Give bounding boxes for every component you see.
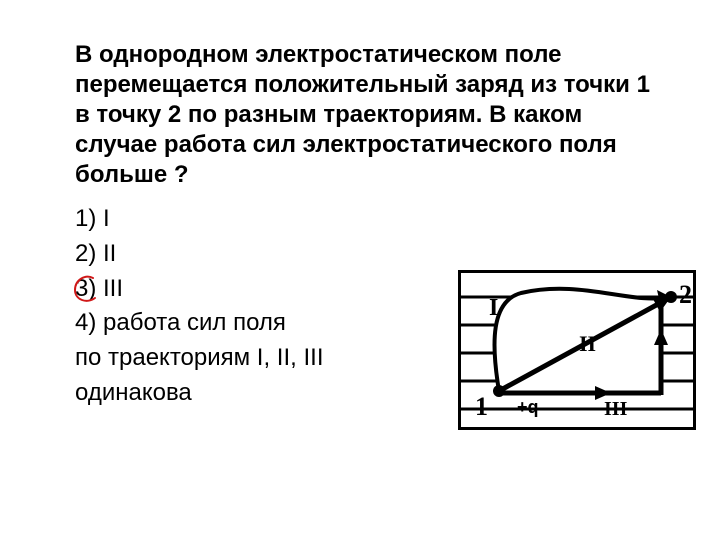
question-text: В однородном электростатическом поле пер… <box>75 40 660 190</box>
diagram-svg: I II III 1 2 +q <box>461 273 693 427</box>
slide: В однородном электростатическом поле пер… <box>0 0 720 540</box>
label-point-1: 1 <box>475 392 488 421</box>
label-path-III: III <box>604 398 628 420</box>
label-path-I: I <box>489 295 498 321</box>
label-path-II: II <box>579 331 596 356</box>
option-1: 1) I <box>75 202 660 237</box>
label-point-2: 2 <box>679 280 692 309</box>
option-2: 2) II <box>75 237 660 272</box>
trajectory-diagram: I II III 1 2 +q <box>458 270 696 430</box>
label-charge: +q <box>517 397 539 417</box>
option-3-label: 3) III <box>75 275 123 302</box>
